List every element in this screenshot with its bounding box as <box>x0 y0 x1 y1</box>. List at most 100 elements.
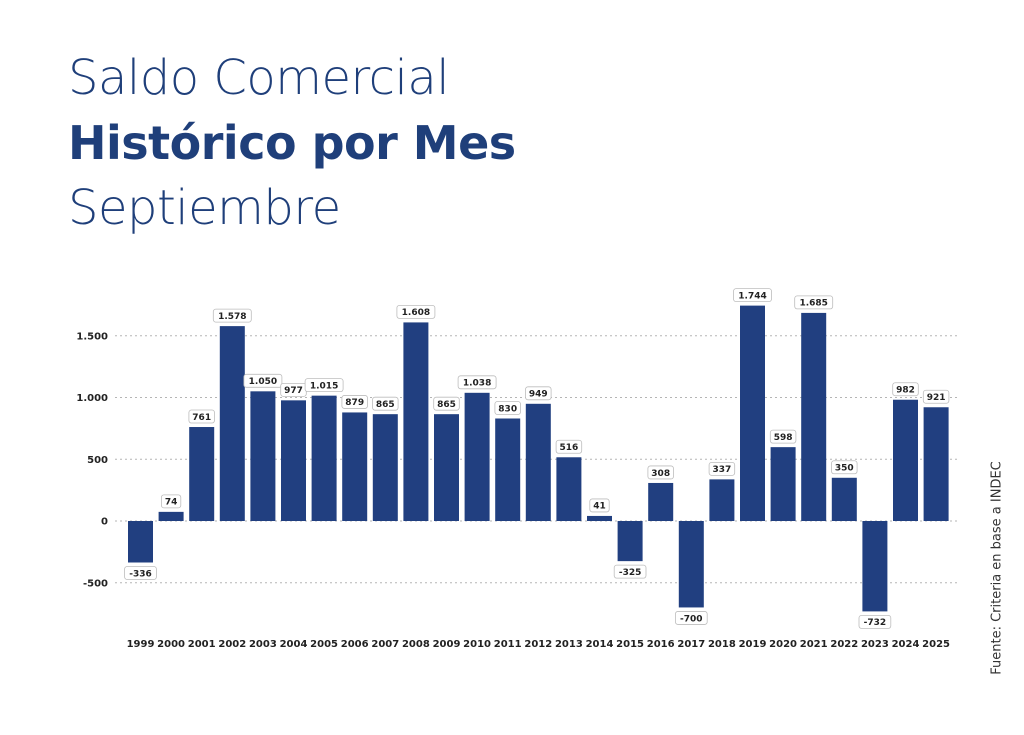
x-tick-label: 2000 <box>157 639 185 650</box>
bar <box>923 407 949 521</box>
x-tick-label: 2016 <box>647 639 675 650</box>
x-tick-label: 2022 <box>830 639 858 650</box>
x-tick-label: 2009 <box>433 639 461 650</box>
data-label: 982 <box>896 386 915 396</box>
data-label: 1.038 <box>463 379 491 389</box>
bar <box>219 326 245 521</box>
x-tick-label: 2001 <box>188 639 216 650</box>
bar <box>801 312 827 521</box>
data-label-box <box>708 461 736 476</box>
bar <box>648 482 674 521</box>
bar <box>128 521 153 563</box>
data-label: -325 <box>619 568 642 578</box>
data-label-box <box>555 439 583 454</box>
data-label: -732 <box>864 618 887 628</box>
data-label: 1.578 <box>218 312 246 322</box>
y-tick-label: 1.000 <box>76 393 108 404</box>
data-label-box <box>372 396 399 411</box>
data-label: 1.744 <box>738 291 766 301</box>
x-tick-label: 2014 <box>586 639 614 650</box>
bar <box>403 322 429 521</box>
bar <box>495 418 521 521</box>
bar <box>525 403 551 521</box>
y-tick-label: 500 <box>87 455 108 466</box>
x-tick-label: 2011 <box>494 639 522 650</box>
data-label-box <box>396 305 436 319</box>
data-label: 516 <box>560 443 579 453</box>
data-label-box <box>922 389 950 404</box>
data-label-box <box>124 566 157 580</box>
data-label-box <box>457 375 497 390</box>
data-label: 977 <box>284 386 303 396</box>
x-tick-label: 2010 <box>463 639 491 650</box>
bar <box>372 414 398 521</box>
data-label-box <box>525 386 552 401</box>
x-tick-label: 2019 <box>739 639 767 650</box>
bar <box>893 399 918 521</box>
bar <box>740 305 765 521</box>
bar <box>434 414 459 521</box>
y-tick-label: 1.500 <box>76 331 108 342</box>
x-tick-label: 2005 <box>310 639 338 650</box>
bar <box>831 477 857 521</box>
source-note: Fuente: Criteria en base a INDEC <box>989 461 1005 675</box>
data-label: -700 <box>680 614 703 624</box>
data-label: 74 <box>165 498 178 508</box>
data-label-box <box>188 409 215 424</box>
x-tick-label: 2024 <box>892 639 920 650</box>
data-label-box <box>613 564 647 579</box>
x-tick-label: 2015 <box>616 639 644 650</box>
y-tick-label: 0 <box>101 517 108 528</box>
x-tick-label: 2004 <box>280 639 308 650</box>
x-tick-label: 2020 <box>769 639 797 650</box>
data-label-box <box>160 494 182 509</box>
y-tick-label: -500 <box>83 578 108 589</box>
data-label: 865 <box>437 400 456 410</box>
x-tick-label: 2018 <box>708 639 736 650</box>
data-label-box <box>733 288 772 303</box>
bar <box>281 400 306 521</box>
x-tick-label: 2017 <box>677 639 705 650</box>
x-tick-label: 1999 <box>127 639 155 650</box>
x-tick-label: 2007 <box>371 639 399 650</box>
data-label: 598 <box>774 433 793 443</box>
data-label-box <box>675 611 708 625</box>
data-label: 41 <box>593 502 606 512</box>
x-tick-label: 2021 <box>800 639 828 650</box>
title-line-1: Saldo Comercial <box>68 50 450 106</box>
data-label-box <box>831 460 858 475</box>
data-label: 830 <box>498 404 517 414</box>
data-label-box <box>433 396 460 411</box>
data-label: 308 <box>651 469 670 479</box>
data-label: -336 <box>129 569 152 579</box>
bar <box>311 395 337 521</box>
x-tick-label: 2006 <box>341 639 369 650</box>
bar <box>342 412 368 521</box>
data-label: 1.608 <box>402 308 430 318</box>
bar <box>464 392 490 521</box>
data-label-box <box>589 498 610 513</box>
bar <box>189 427 215 521</box>
bar <box>770 447 796 521</box>
data-label-box <box>304 378 344 393</box>
bar <box>709 479 735 521</box>
data-label: 337 <box>713 465 732 475</box>
data-label-box <box>892 382 919 397</box>
data-label-box <box>341 395 368 409</box>
bar <box>678 521 704 608</box>
data-label-box <box>858 615 892 629</box>
bar <box>250 391 276 521</box>
x-tick-label: 2025 <box>922 639 950 650</box>
data-label-box <box>769 429 797 444</box>
data-label-box <box>647 465 674 480</box>
x-tick-label: 2008 <box>402 639 430 650</box>
data-label: 949 <box>529 390 548 400</box>
data-label: 879 <box>345 398 364 408</box>
data-label: 1.015 <box>310 381 338 391</box>
title-line-3: Septiembre <box>68 180 341 236</box>
data-label: 350 <box>835 464 854 474</box>
data-label: 1.685 <box>799 299 827 309</box>
data-label-box <box>243 373 283 388</box>
data-label: 1.050 <box>249 377 277 387</box>
